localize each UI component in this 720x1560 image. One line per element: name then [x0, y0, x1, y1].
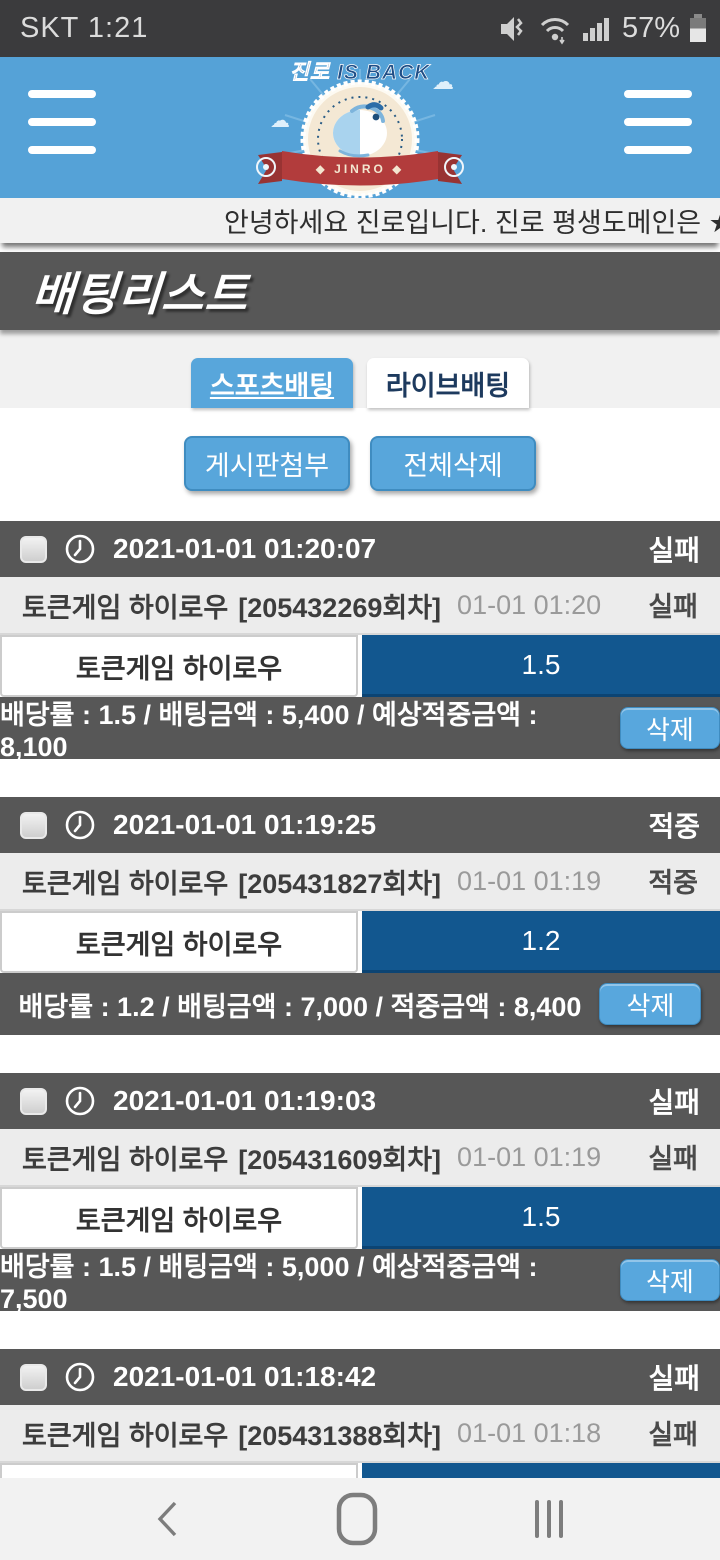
battery-icon	[690, 13, 706, 44]
pick-odds: 1.5	[362, 1187, 720, 1249]
pick-name: 토큰게임 하이로우	[0, 635, 359, 697]
bet-checkbox[interactable]	[20, 535, 47, 563]
game-status: 적중	[648, 868, 698, 898]
logo-top-text: 진로 IS BACK	[290, 61, 432, 84]
bet-item: 2021-01-01 01:19:25 적중 토큰게임 하이로우 [205431…	[0, 797, 720, 1035]
game-time: 01-01 01:19	[457, 1141, 602, 1172]
battery-percent: 57%	[621, 12, 680, 44]
bet-summary-text: 배당률 : 1.5 / 배팅금액 : 5,400 / 예상적중금액 : 8,10…	[0, 700, 538, 762]
delete-all-button[interactable]: 전체삭제	[370, 436, 536, 491]
app-header: ☁ ☁ ◆ JINRO ◆ 진로 IS BACK	[0, 55, 720, 199]
bet-item: 2021-01-01 01:19:03 실패 토큰게임 하이로우 [205431…	[0, 1073, 720, 1314]
game-name: 토큰게임 하이로우	[22, 868, 229, 899]
game-time: 01-01 01:20	[457, 589, 602, 620]
bet-summary-row: 배당률 : 1.5 / 배팅금액 : 5,000 / 예상적중금액 : 7,50…	[0, 1249, 720, 1314]
bet-pick-row: 토큰게임 하이로우 1.5	[0, 1187, 720, 1249]
delete-bet-button[interactable]: 삭제	[599, 983, 702, 1025]
delete-bet-button[interactable]: 삭제	[619, 1259, 720, 1301]
bet-detail-row: 토큰게임 하이로우 [205432269회차] 01-01 01:20 실패	[0, 577, 720, 635]
menu-left-icon[interactable]	[28, 90, 96, 154]
bet-list: 2021-01-01 01:20:07 실패 토큰게임 하이로우 [205432…	[0, 521, 720, 1525]
bet-datetime: 2021-01-01 01:19:25	[113, 809, 377, 840]
pick-name: 토큰게임 하이로우	[0, 911, 359, 973]
logo-brand-text: ◆ JINRO ◆	[316, 162, 405, 176]
bet-item-header: 2021-01-01 01:20:07 실패	[0, 521, 720, 577]
jinro-logo[interactable]: ☁ ☁ ◆ JINRO ◆ 진로 IS BACK	[240, 55, 480, 199]
android-status-bar: SKT 1:21 57%	[0, 0, 720, 57]
game-name: 토큰게임 하이로우	[22, 592, 229, 623]
clock-icon	[65, 534, 95, 564]
bet-summary-row: 배당률 : 1.5 / 배팅금액 : 5,400 / 예상적중금액 : 8,10…	[0, 697, 720, 762]
pick-name: 토큰게임 하이로우	[0, 1187, 359, 1249]
bet-checkbox[interactable]	[20, 1363, 47, 1391]
game-status: 실패	[648, 1144, 698, 1174]
bet-type-tabs: 스포츠배팅 라이브배팅	[0, 330, 720, 408]
pick-odds: 1.2	[362, 911, 720, 973]
bet-status: 적중	[648, 811, 700, 842]
clock-icon	[65, 1086, 95, 1116]
page-title: 배팅리스트	[29, 268, 251, 320]
bet-checkbox[interactable]	[20, 1087, 47, 1115]
game-status: 실패	[648, 1420, 698, 1450]
android-nav-bar	[0, 1478, 720, 1560]
game-time: 01-01 01:19	[457, 865, 602, 896]
game-time: 01-01 01:18	[457, 1417, 602, 1448]
home-icon[interactable]	[335, 1491, 379, 1547]
clock-icon	[65, 1362, 95, 1392]
recent-apps-icon[interactable]	[529, 1496, 569, 1542]
game-name: 토큰게임 하이로우	[22, 1144, 229, 1175]
board-attach-button[interactable]: 게시판첨부	[184, 436, 350, 491]
bet-summary-row: 배당률 : 1.2 / 배팅금액 : 7,000 / 적중금액 : 8,400 …	[0, 973, 720, 1035]
bet-item-header: 2021-01-01 01:18:42 실패	[0, 1349, 720, 1405]
bet-pick-row: 토큰게임 하이로우 1.2	[0, 911, 720, 973]
bet-summary-text: 배당률 : 1.2 / 배팅금액 : 7,000 / 적중금액 : 8,400	[18, 991, 582, 1022]
game-round: [205432269회차]	[238, 592, 442, 623]
bet-status: 실패	[648, 1363, 700, 1394]
bet-pick-row: 토큰게임 하이로우 1.5	[0, 635, 720, 697]
bet-detail-row: 토큰게임 하이로우 [205431827회차] 01-01 01:19 적중	[0, 853, 720, 911]
title-bar: 배팅리스트	[0, 252, 720, 330]
bet-detail-row: 토큰게임 하이로우 [205431388회차] 01-01 01:18 실패	[0, 1405, 720, 1463]
bet-detail-row: 토큰게임 하이로우 [205431609회차] 01-01 01:19 실패	[0, 1129, 720, 1187]
tab-live-betting[interactable]: 라이브배팅	[367, 358, 529, 408]
bet-item: 2021-01-01 01:20:07 실패 토큰게임 하이로우 [205432…	[0, 521, 720, 762]
pick-odds: 1.5	[362, 635, 720, 697]
clock-icon	[65, 810, 95, 840]
cloud-icon: ☁	[270, 110, 290, 132]
tab-sports-betting[interactable]: 스포츠배팅	[191, 358, 353, 408]
bet-item-header: 2021-01-01 01:19:03 실패	[0, 1073, 720, 1129]
cloud-icon: ☁	[432, 69, 454, 94]
bet-summary-text: 배당률 : 1.5 / 배팅금액 : 5,000 / 예상적중금액 : 7,50…	[0, 1252, 538, 1314]
list-actions: 게시판첨부 전체삭제	[0, 408, 720, 521]
bet-datetime: 2021-01-01 01:19:03	[113, 1085, 377, 1116]
menu-right-icon[interactable]	[624, 90, 692, 154]
mute-vibrate-icon	[500, 16, 523, 41]
carrier-time: SKT 1:21	[20, 12, 149, 44]
back-icon[interactable]	[151, 1496, 185, 1542]
bet-datetime: 2021-01-01 01:20:07	[113, 533, 377, 564]
wifi-icon	[540, 17, 570, 44]
bet-status: 실패	[648, 535, 700, 566]
bet-item-header: 2021-01-01 01:19:25 적중	[0, 797, 720, 853]
bet-checkbox[interactable]	[20, 811, 47, 839]
game-status: 실패	[648, 592, 698, 622]
game-round: [205431609회차]	[238, 1144, 442, 1175]
bet-status: 실패	[648, 1087, 700, 1118]
signal-icon	[582, 17, 609, 41]
bet-datetime: 2021-01-01 01:18:42	[113, 1361, 377, 1392]
game-round: [205431827회차]	[238, 868, 442, 899]
game-round: [205431388회차]	[238, 1420, 442, 1451]
delete-bet-button[interactable]: 삭제	[619, 707, 720, 749]
game-name: 토큰게임 하이로우	[22, 1420, 229, 1451]
